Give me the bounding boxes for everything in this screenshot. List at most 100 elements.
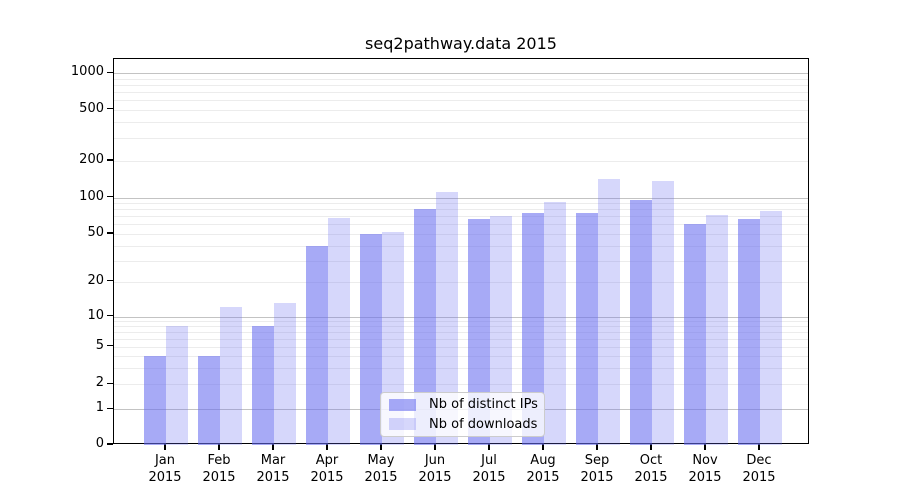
x-tick-year: 2015 [742,470,776,485]
gridline-minor [114,245,808,247]
x-tick-mark [380,444,382,450]
y-tick-mark [107,315,113,317]
bar-distinct-ips-mar [252,326,274,445]
x-tick-year: 2015 [688,470,722,485]
x-tick-mark [326,444,328,450]
x-tick-month: Jul [481,453,497,468]
x-tick-mark [272,444,274,450]
x-tick-label-dec: Dec 2015 [732,452,786,486]
gridline-minor [114,85,808,87]
x-tick-year: 2015 [526,470,560,485]
x-tick-year: 2015 [256,470,290,485]
gridline-minor [114,161,808,162]
bar-downloads-jan [166,326,188,445]
legend-label-distinct-ips: Nb of distinct IPs [429,397,538,413]
gridline-minor [114,224,808,226]
y-tick-label: 5 [95,337,104,353]
x-tick-mark [218,444,220,450]
gridline-minor [114,384,808,386]
x-tick-label-apr: Apr 2015 [300,452,354,486]
x-tick-month: Dec [746,453,772,468]
bar-downloads-oct [652,181,674,445]
legend-label-downloads: Nb of downloads [429,416,538,432]
gridline-minor [114,92,808,94]
y-tick-label: 100 [79,188,104,204]
y-tick-label: 2 [95,375,104,391]
y-tick-label: 200 [79,152,104,167]
gridline-minor [114,234,808,235]
legend-swatch-downloads [389,418,416,431]
x-tick-label-oct: Oct 2015 [624,452,678,486]
gridline-minor [114,338,808,340]
gridline-major [114,73,808,75]
y-tick-mark [107,407,113,409]
x-tick-mark [650,444,652,450]
y-tick-mark [107,108,113,110]
gridline-minor [114,100,808,102]
gridline-minor [114,122,808,124]
gridline-minor [114,78,808,80]
x-tick-label-may: May 2015 [354,452,408,486]
bar-distinct-ips-dec [738,218,760,445]
y-tick-mark [107,382,113,384]
y-tick-label: 50 [87,225,104,240]
bar-distinct-ips-nov [684,224,706,445]
gridline-minor [114,281,808,283]
x-tick-mark [758,444,760,450]
bar-downloads-sep [598,179,620,445]
gridline-major [114,316,808,318]
bar-downloads-aug [544,201,566,445]
x-tick-mark [596,444,598,450]
x-tick-month: Apr [315,453,339,468]
x-tick-month: May [367,453,395,468]
gridline-major [114,197,808,199]
x-tick-month: Sep [584,453,610,468]
x-tick-year: 2015 [148,470,182,485]
bar-distinct-ips-sep [576,213,598,445]
bar-downloads-jun [436,191,458,445]
bar-downloads-apr [328,217,350,445]
bar-distinct-ips-may [360,234,382,445]
gridline-minor [114,367,808,369]
x-tick-year: 2015 [634,470,668,485]
x-tick-label-jun: Jun 2015 [408,452,462,486]
y-tick-label: 1 [95,400,104,416]
bar-downloads-dec [760,211,782,445]
bar-downloads-feb [220,307,242,445]
y-tick-mark [107,232,113,234]
gridline-minor [114,346,808,348]
x-tick-month: Jun [424,453,446,468]
bar-distinct-ips-jun [414,208,436,445]
legend-entry-downloads: Nb of downloads [387,416,538,434]
x-tick-month: Feb [207,453,231,468]
bar-distinct-ips-jan [144,355,166,445]
gridline-minor [114,326,808,328]
x-tick-mark [704,444,706,450]
x-tick-year: 2015 [310,470,344,485]
y-tick-label: 1000 [70,64,104,80]
x-tick-year: 2015 [202,470,236,485]
y-tick-mark [107,71,113,73]
legend-swatch-distinct-ips [389,398,416,411]
x-tick-label-jan: Jan 2015 [138,452,192,486]
y-tick-label: 0 [95,436,104,451]
x-tick-mark [488,444,490,450]
x-tick-month: Mar [260,453,286,468]
gridline-minor [114,260,808,262]
y-tick-label: 10 [87,307,104,323]
x-tick-label-sep: Sep 2015 [570,452,624,486]
x-tick-mark [164,444,166,450]
x-tick-month: Nov [692,453,718,468]
y-tick-mark [107,280,113,282]
legend-entry-distinct-ips: Nb of distinct IPs [387,396,538,414]
x-tick-year: 2015 [418,470,452,485]
y-tick-mark [107,196,113,198]
y-tick-label: 500 [79,100,104,116]
bar-distinct-ips-apr [306,245,328,445]
chart-title: seq2pathway.data 2015 [365,34,557,53]
bar-downloads-may [382,231,404,445]
bar-distinct-ips-feb [198,355,220,445]
x-tick-year: 2015 [472,470,506,485]
bar-downloads-nov [706,214,728,445]
